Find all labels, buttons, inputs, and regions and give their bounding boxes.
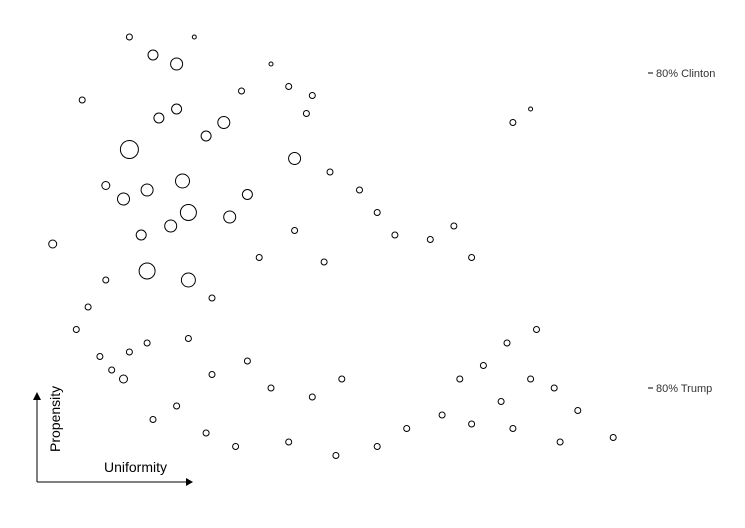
data-point [391, 231, 399, 239]
data-point [208, 371, 216, 378]
data-point [288, 152, 302, 165]
data-point [119, 374, 128, 384]
data-point [403, 425, 411, 432]
data-point [208, 294, 216, 302]
x-axis-arrow [37, 478, 193, 486]
data-point [143, 339, 151, 347]
data-point [153, 112, 165, 124]
data-point [125, 33, 133, 41]
data-point [232, 443, 240, 450]
data-point [302, 110, 310, 117]
data-point [609, 434, 617, 441]
data-point [191, 34, 197, 40]
data-point [373, 443, 381, 450]
data-point [291, 227, 299, 234]
data-point [468, 420, 476, 428]
data-point [528, 106, 534, 112]
data-point [285, 83, 293, 90]
data-point [527, 375, 535, 383]
reference-lines: 80% Clinton 80% Trump [648, 68, 715, 395]
data-point [285, 438, 293, 446]
data-point [171, 103, 183, 115]
data-point [238, 87, 245, 95]
data-point [509, 425, 517, 432]
data-point [550, 384, 558, 392]
data-point [173, 402, 181, 410]
data-point [267, 384, 275, 392]
data-point [175, 173, 190, 189]
data-point [84, 303, 92, 311]
data-point [217, 116, 231, 129]
data-point [147, 49, 159, 61]
data-point [268, 61, 274, 67]
data-point [338, 375, 346, 383]
x-axis-label: Uniformity [104, 459, 167, 475]
reference-label: 80% Trump [656, 383, 712, 395]
data-point [140, 183, 154, 197]
data-point [326, 168, 334, 176]
y-axis-label: Propensity [47, 386, 63, 452]
data-point [556, 438, 564, 446]
data-point [243, 357, 251, 365]
data-point [96, 353, 104, 360]
data-point [509, 119, 517, 126]
data-point [241, 189, 253, 200]
data-point [308, 393, 316, 401]
data-point [438, 411, 446, 419]
data-point [308, 92, 316, 99]
data-point [101, 181, 111, 190]
data-point [468, 254, 476, 261]
data-point [497, 398, 505, 405]
data-point [119, 140, 139, 159]
data-point [138, 262, 156, 280]
data-point [223, 210, 237, 224]
data-point [72, 326, 80, 333]
data-point [78, 96, 86, 104]
y-axis-arrow [33, 392, 41, 482]
data-point [503, 339, 511, 347]
data-point [332, 452, 340, 459]
data-point [179, 204, 197, 221]
data-point [184, 335, 192, 342]
data-point [320, 258, 328, 266]
data-point [574, 407, 582, 414]
data-point [255, 254, 263, 261]
data-point [456, 375, 464, 383]
data-point [149, 416, 157, 423]
data-point [108, 366, 116, 374]
data-point [180, 272, 196, 288]
data-point [356, 186, 363, 194]
data-point [125, 348, 133, 356]
data-point [373, 209, 381, 216]
data-point [200, 130, 212, 142]
data-point [102, 276, 110, 284]
data-point [450, 222, 458, 230]
data-point [479, 362, 487, 369]
data-point [202, 429, 210, 437]
data-point [170, 57, 184, 71]
data-point [533, 326, 540, 333]
data-point [117, 192, 130, 206]
data-point [135, 229, 147, 241]
reference-label: 80% Clinton [656, 68, 715, 80]
data-point [164, 219, 178, 233]
data-point [426, 236, 434, 243]
data-point [48, 239, 58, 249]
points-layer [48, 33, 617, 459]
